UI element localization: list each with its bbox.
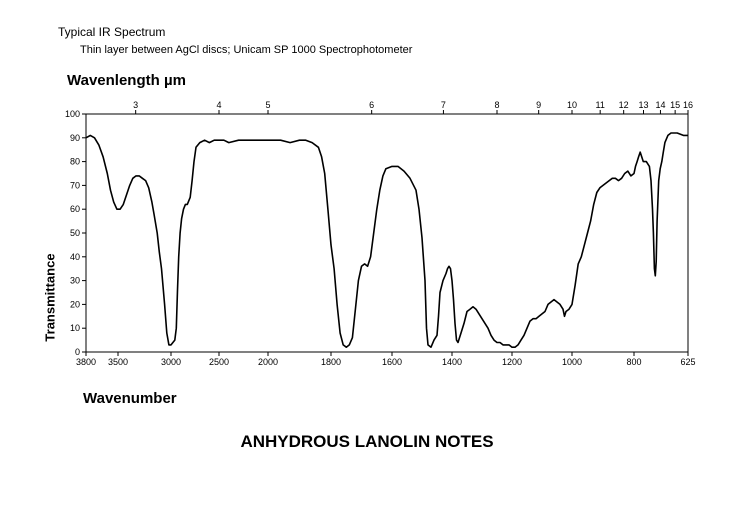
y-tick-label: 50 (70, 228, 80, 238)
x2-tick-label: 4 (216, 100, 221, 110)
x-tick-label: 3000 (161, 357, 181, 367)
y-tick-label: 0 (75, 347, 80, 357)
x2-tick-label: 14 (655, 100, 665, 110)
spectrum-line (85, 132, 688, 348)
y-tick-label: 70 (70, 180, 80, 190)
x2-tick-label: 7 (441, 100, 446, 110)
header-subtitle: Thin layer between AgCl discs; Unicam SP… (80, 44, 413, 56)
x2-tick-label: 8 (494, 100, 499, 110)
x2-tick-label: 9 (536, 100, 541, 110)
y-tick-label: 20 (70, 299, 80, 309)
x2-tick-label: 3 (133, 100, 138, 110)
top-axis-label: Wavenlength µm (67, 72, 186, 89)
x-tick-label: 1200 (502, 357, 522, 367)
y-tick-label: 30 (70, 276, 80, 286)
x2-tick-label: 16 (683, 100, 693, 110)
x2-tick-label: 10 (567, 100, 577, 110)
x2-tick-label: 5 (265, 100, 270, 110)
x2-tick-label: 15 (670, 100, 680, 110)
y-tick-label: 40 (70, 252, 80, 262)
x-tick-label: 1800 (321, 357, 341, 367)
y-tick-label: 60 (70, 204, 80, 214)
x2-tick-label: 6 (369, 100, 374, 110)
x-tick-label: 2000 (258, 357, 278, 367)
y-tick-label: 90 (70, 133, 80, 143)
x-tick-label: 1400 (442, 357, 462, 367)
header-title: Typical IR Spectrum (58, 25, 166, 39)
x-tick-label: 3800 (76, 357, 96, 367)
x-tick-label: 800 (626, 357, 641, 367)
x-tick-label: 2500 (209, 357, 229, 367)
y-tick-label: 100 (65, 109, 80, 119)
x2-tick-label: 13 (638, 100, 648, 110)
x-tick-label: 1000 (562, 357, 582, 367)
footer-title: ANHYDROUS LANOLIN NOTES (240, 432, 494, 451)
y-tick-label: 10 (70, 323, 80, 333)
x-tick-label: 1600 (382, 357, 402, 367)
x2-tick-label: 12 (619, 100, 629, 110)
y-tick-label: 80 (70, 157, 80, 167)
x-tick-label: 625 (680, 357, 695, 367)
x-tick-label: 3500 (108, 357, 128, 367)
x-axis-label: Wavenumber (83, 390, 177, 407)
x2-tick-label: 11 (596, 100, 605, 110)
